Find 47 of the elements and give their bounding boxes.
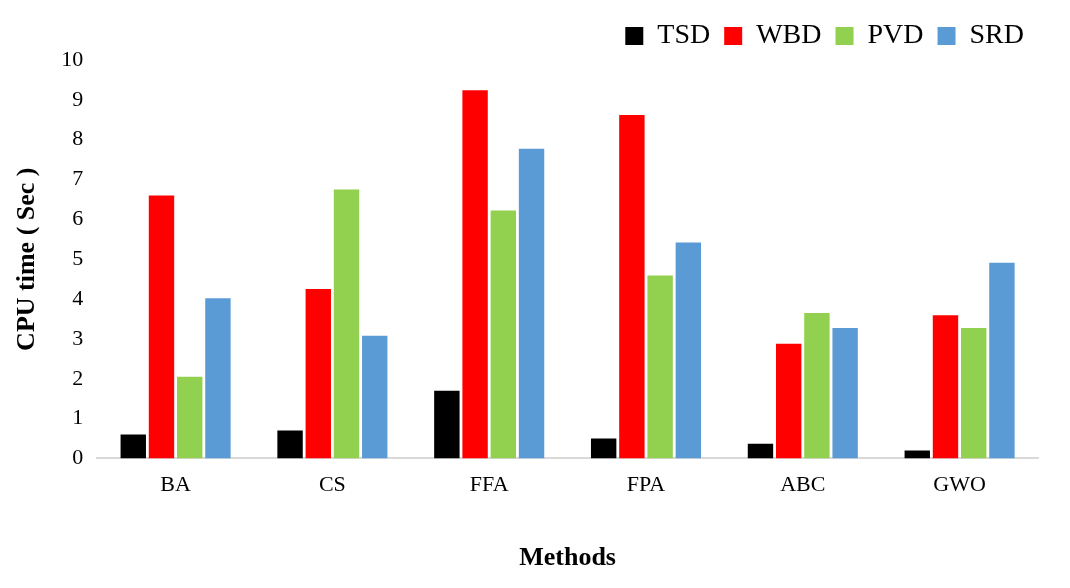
y-tick-label: 2 (72, 364, 84, 390)
bar (619, 114, 645, 459)
y-tick-label: 0 (72, 444, 84, 470)
y-tick-label: 4 (72, 284, 84, 310)
legend-label: WBD (756, 18, 822, 50)
bar (989, 262, 1015, 459)
y-tick-label: 1 (72, 404, 84, 430)
x-tick-label: FFA (469, 471, 509, 497)
x-tick-label: CS (318, 471, 346, 497)
bar (434, 390, 460, 459)
bar (277, 430, 303, 459)
bar (177, 376, 203, 459)
bar (148, 195, 175, 459)
bar (490, 210, 517, 459)
x-tick-label: ABC (780, 471, 826, 497)
bar (120, 434, 146, 459)
bar (775, 343, 802, 459)
bar (832, 328, 858, 459)
bar (747, 443, 774, 459)
legend-label: TSD (657, 18, 711, 50)
y-axis-title: CPU time ( Sec ) (11, 167, 41, 351)
bar (205, 298, 231, 459)
bar (904, 450, 930, 459)
x-tick-label: BA (160, 471, 191, 497)
y-tick-label: 9 (72, 85, 84, 111)
bar (647, 275, 673, 459)
x-tick-label: FPA (626, 471, 666, 497)
y-tick-label: 8 (72, 125, 84, 151)
bar (804, 312, 830, 459)
bar (675, 242, 702, 459)
legend-label: PVD (867, 18, 924, 50)
bar (961, 328, 987, 459)
y-tick-label: 7 (72, 165, 84, 191)
bar (590, 438, 617, 459)
y-tick-label: 6 (72, 205, 84, 231)
y-tick-label: 5 (72, 244, 84, 270)
bar (462, 90, 488, 459)
bar (518, 148, 545, 459)
bar (305, 289, 331, 459)
legend-label: SRD (969, 18, 1024, 50)
y-tick-label: 10 (61, 45, 84, 71)
bar (932, 315, 959, 459)
y-tick-label: 3 (72, 324, 84, 350)
x-tick-label: GWO (933, 471, 986, 497)
bar (362, 335, 388, 459)
bar (333, 189, 360, 459)
x-axis-title: Methods (519, 542, 616, 572)
